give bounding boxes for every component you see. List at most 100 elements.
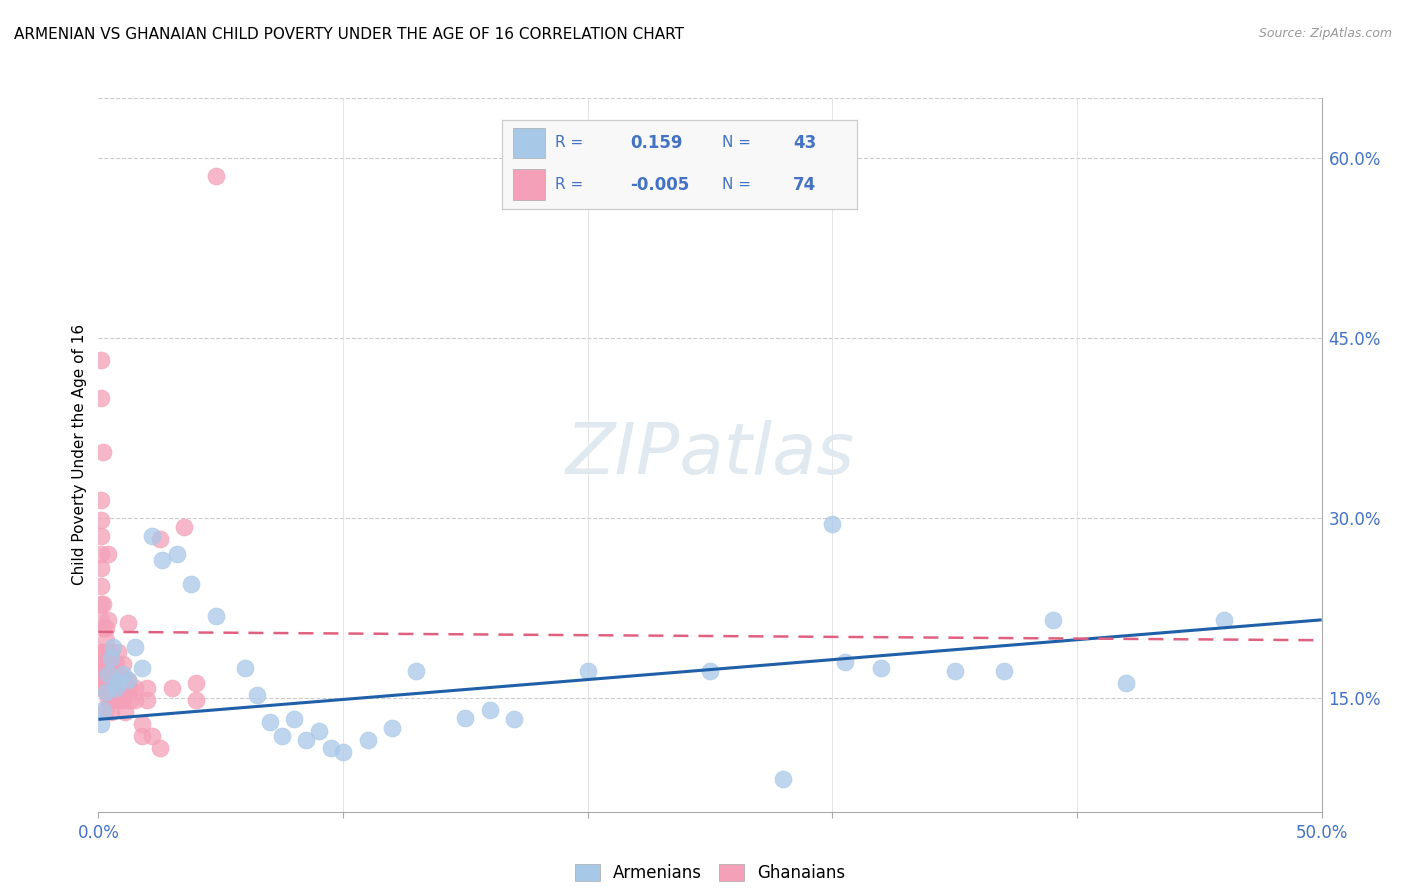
Point (90, 657, 112, 672)
Point (1042, 613, 1064, 627)
Point (111, 693, 134, 707)
Point (90, 561, 112, 575)
Point (101, 693, 124, 707)
Point (270, 729, 294, 743)
Point (149, 533, 172, 547)
Text: N =: N = (723, 178, 756, 192)
Point (381, 721, 404, 735)
Point (100, 681, 122, 696)
Point (94, 669, 117, 683)
Point (90, 717, 112, 731)
Point (107, 675, 129, 690)
Point (120, 681, 142, 696)
Point (97, 613, 120, 627)
Point (90, 597, 112, 611)
Point (205, 169, 228, 183)
Point (180, 577, 202, 591)
Text: 74: 74 (793, 176, 817, 194)
Point (94, 657, 117, 672)
Point (101, 657, 124, 672)
Point (295, 732, 318, 747)
Point (124, 681, 146, 696)
Bar (513, 128, 544, 158)
Point (100, 645, 122, 659)
Text: -0.005: -0.005 (630, 176, 689, 194)
Point (104, 681, 127, 696)
Point (94, 681, 117, 696)
Y-axis label: Child Poverty Under the Age of 16: Child Poverty Under the Age of 16 (72, 325, 87, 585)
Point (90, 492, 112, 507)
Point (104, 675, 127, 690)
Point (94, 685, 117, 699)
Point (91, 669, 114, 683)
Point (97, 681, 120, 696)
Point (94, 703, 117, 717)
Point (97, 547, 120, 561)
Point (834, 655, 856, 669)
Point (160, 681, 183, 696)
Point (107, 645, 129, 659)
Point (101, 640, 124, 655)
Point (131, 717, 153, 731)
Point (141, 729, 163, 743)
Text: N =: N = (723, 136, 756, 150)
Point (150, 553, 173, 567)
Point (117, 673, 139, 687)
Point (111, 673, 134, 687)
Point (356, 732, 378, 747)
Point (117, 616, 139, 631)
Point (90, 645, 112, 659)
Point (90, 529, 112, 543)
Point (90, 352, 112, 367)
Point (993, 665, 1015, 679)
Text: Source: ZipAtlas.com: Source: ZipAtlas.com (1258, 27, 1392, 40)
Point (454, 711, 477, 725)
Point (205, 609, 228, 624)
Point (186, 676, 208, 690)
Point (576, 665, 599, 679)
Point (110, 693, 132, 707)
Point (91, 645, 114, 659)
Point (699, 665, 721, 679)
Point (124, 693, 146, 707)
Point (104, 687, 127, 701)
Point (107, 681, 129, 696)
Point (90, 613, 112, 627)
Point (117, 681, 139, 696)
Point (91, 681, 114, 696)
Point (90, 547, 112, 561)
Point (149, 741, 172, 756)
Point (173, 520, 195, 534)
Point (100, 657, 122, 672)
Point (97, 693, 120, 707)
Point (405, 665, 427, 679)
Point (94, 645, 117, 659)
Point (100, 705, 122, 719)
Point (114, 681, 136, 696)
Point (870, 661, 893, 675)
Point (308, 724, 330, 739)
Point (94, 633, 117, 648)
Point (114, 705, 136, 719)
Bar (513, 169, 544, 200)
Point (104, 657, 127, 672)
Point (107, 669, 129, 683)
Point (91, 621, 114, 635)
Text: 0.159: 0.159 (630, 134, 682, 152)
Point (186, 693, 208, 707)
Point (166, 547, 188, 561)
Point (319, 741, 342, 756)
Point (94, 621, 117, 635)
Point (124, 640, 146, 655)
Point (943, 665, 966, 679)
Point (136, 681, 159, 696)
Text: ARMENIAN VS GHANAIAN CHILD POVERTY UNDER THE AGE OF 16 CORRELATION CHART: ARMENIAN VS GHANAIAN CHILD POVERTY UNDER… (14, 27, 685, 42)
Point (259, 714, 281, 729)
Point (100, 669, 122, 683)
Point (90, 513, 112, 527)
Point (91, 597, 114, 611)
Point (111, 657, 134, 672)
Point (100, 693, 122, 707)
Point (772, 772, 794, 787)
Point (111, 681, 134, 696)
